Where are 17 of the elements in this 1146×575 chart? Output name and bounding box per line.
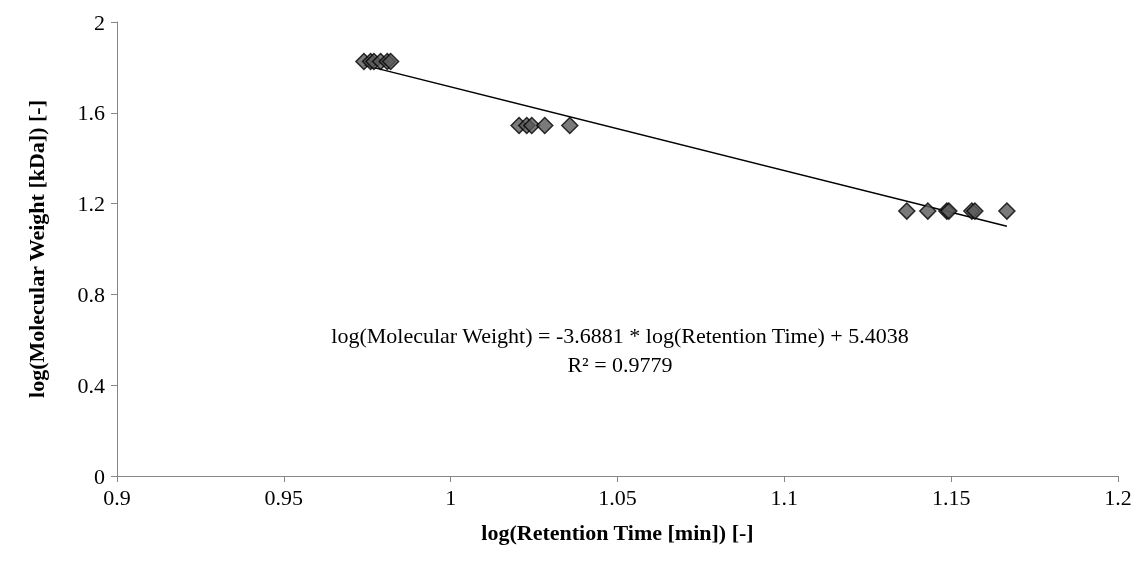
y-tick-label: 0.8 (77, 281, 105, 307)
x-tick-label: 1.1 (770, 484, 799, 510)
x-tick-label: 1.15 (931, 484, 971, 510)
x-tick-label: 0.95 (264, 484, 304, 510)
y-tick-label: 0.4 (77, 372, 105, 398)
x-tick-label: 1.05 (598, 484, 637, 510)
y-tick-label: 1.6 (77, 100, 105, 126)
y-tick-label: 1.2 (77, 191, 105, 217)
x-axis-title: log(Retention Time [min]) [-] (481, 519, 754, 545)
y-tick-label: 2 (94, 9, 105, 35)
annotation: R² = 0.9779 (567, 351, 673, 377)
x-tick-label: 0.9 (103, 484, 131, 510)
annotation: log(Molecular Weight) = -3.6881 * log(Retention Time) + 5.4038 (331, 322, 909, 348)
x-tick-label: 1 (445, 484, 457, 510)
y-tick-label: 0 (94, 463, 105, 489)
x-tick-label: 1.2 (1104, 484, 1132, 510)
y-axis-title: log(Molecular Weight [kDa]) [-] (23, 100, 49, 398)
